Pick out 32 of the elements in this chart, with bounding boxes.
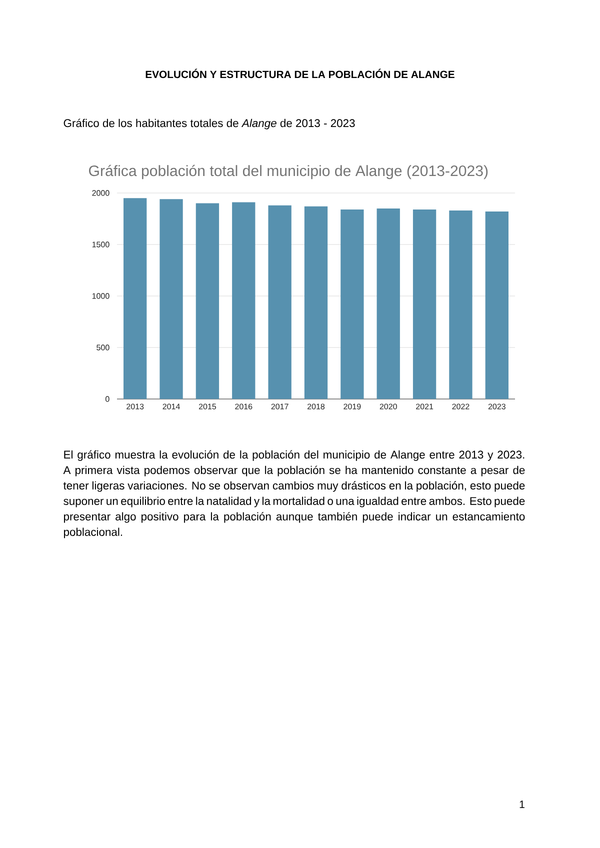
bar — [485, 212, 508, 399]
bar — [449, 210, 472, 399]
bar — [340, 209, 364, 399]
bar — [196, 203, 220, 399]
bar — [268, 205, 292, 399]
x-tick-label: 2015 — [198, 404, 216, 410]
x-tick-label: 2014 — [162, 404, 180, 410]
text: El gráfico muestra la evolución de la población del municipio de Alange entre 2013 y 2023. A primera vista podemos observar que la población se ha mantenido constante a pesar de tener ligeras variaciones. No se observan cambios muy drásticos en la población, esto puede suponer un equilibrio entre la natalidad y la mortalidad o una igualdad entre ambos. Esto puede presentar algo positivo para la población aunque también puede indicar un estancamiento poblacional. — [63, 450, 525, 538]
text: 1 — [520, 800, 524, 808]
x-tick-label: 2022 — [452, 404, 470, 410]
bar — [304, 206, 328, 399]
y-tick-label: 1000 — [92, 293, 110, 299]
y-tick-label: 1500 — [92, 242, 110, 248]
x-tick-label: 2018 — [308, 404, 325, 410]
x-tick-label: 2016 — [235, 404, 252, 410]
y-tick-label: 500 — [96, 344, 110, 350]
x-tick-label: 2020 — [380, 404, 397, 410]
x-tick-label: 2021 — [416, 404, 434, 410]
x-tick-label: 2019 — [344, 404, 361, 410]
y-tick-label: 2000 — [92, 190, 110, 196]
x-tick-label: 2013 — [126, 404, 144, 410]
x-tick-label: 2023 — [488, 404, 506, 410]
bar — [160, 199, 183, 399]
text: Gráfico de los habitantes totales de Alange de 2013 - 2023 — [64, 118, 355, 130]
bar — [124, 198, 147, 399]
chart-title: Gráfica población total del municipio de Alange (2013-2023) — [89, 164, 488, 180]
bar — [232, 202, 256, 399]
x-tick-label: 2017 — [271, 404, 288, 410]
y-tick-label: 0 — [105, 396, 110, 402]
bar — [412, 209, 436, 399]
bar — [376, 208, 400, 399]
text: EVOLUCIÓN Y ESTRUCTURA DE LA POBLACIÓN DE ALANGE — [146, 68, 454, 78]
